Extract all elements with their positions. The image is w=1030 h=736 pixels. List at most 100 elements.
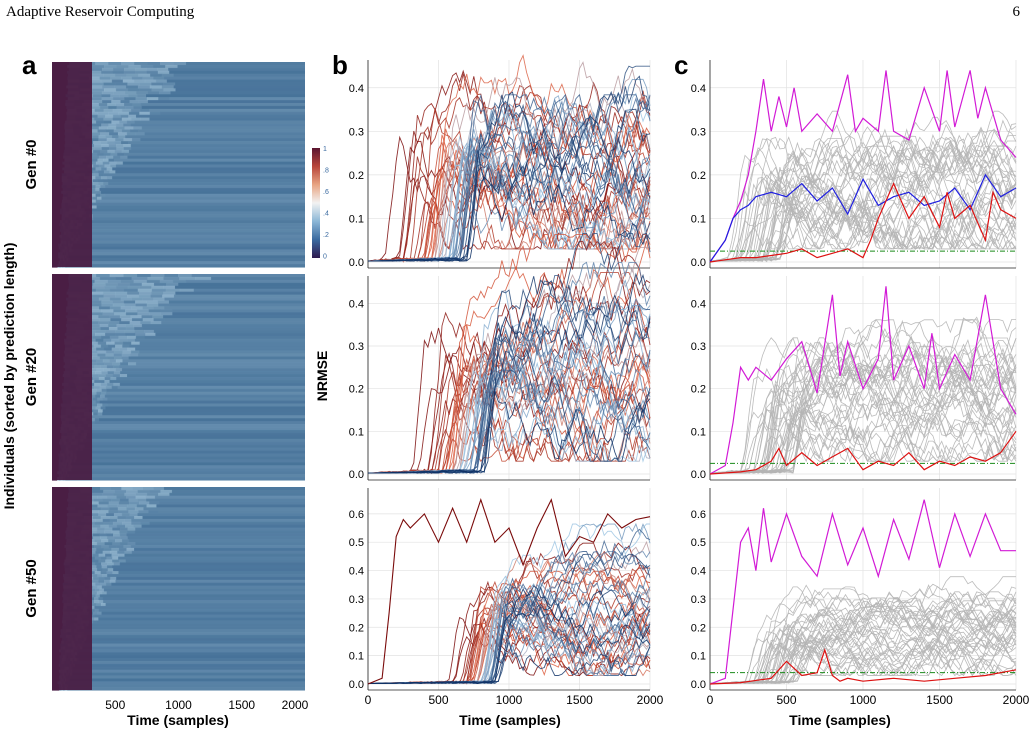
heatmap-cell [121,108,132,113]
heatmap-cell [116,377,306,381]
ensemble-lines [367,497,651,685]
heatmap-cell [92,100,103,104]
generation-label: Gen #50 [23,559,40,617]
heatmap-cell [101,94,111,98]
heatmap-cell [125,332,136,337]
heatmap-cell [99,533,107,537]
series-line [709,149,1017,262]
heatmap-cell [92,149,101,154]
heatmap-cell [89,597,95,601]
heatmap-cell [76,456,305,460]
heatmap-cell [103,547,112,552]
heatmap-cell [177,274,193,278]
heatmap-cell [102,597,305,601]
heatmap-cell [106,591,305,595]
y-tick-label: 0.5 [691,537,706,549]
heatmap-cell [127,338,136,343]
heatmap-cell [141,315,153,319]
heatmap-cell [108,144,117,148]
heatmap-cell [71,468,305,472]
heatmap-cell [97,129,106,133]
heatmap-cell [105,329,116,334]
heatmap-cell [139,82,152,87]
y-tick-label: 0.3 [349,341,364,353]
series-line [710,331,1017,474]
heatmap-cell [107,179,305,183]
heatmap-cell [152,315,164,319]
heatmap-cell [113,91,126,95]
heatmap-cell [112,362,121,366]
heatmap-cell [104,579,111,584]
heatmap-cell [100,516,110,520]
x-tick-label: 500 [105,698,125,712]
heatmap-cell [86,435,305,440]
heatmap-cell [108,324,117,328]
heatmap-cell [99,400,305,405]
heatmap-cell [108,146,117,151]
heatmap-cell [106,536,115,540]
heatmap-cell [104,394,305,399]
heatmap-cell [150,321,162,325]
heatmap-cell [100,582,107,587]
heatmap-cell [87,111,99,116]
heatmap-cell [92,516,102,520]
heatmap-cell [124,103,133,107]
heatmap-cell [139,111,151,116]
heatmap-cell [109,379,305,384]
heatmap-cell [112,97,125,101]
heatmap-cell [104,164,111,169]
series-line [709,135,1017,262]
heatmap-cell [103,88,117,92]
heatmap-cell [124,91,137,95]
heatmap-cell [162,294,175,299]
heatmap-cell [94,562,102,566]
heatmap-cell [140,103,305,107]
heatmap-cell [128,498,138,503]
heatmap-cell [135,132,145,136]
heatmap-cell [172,279,187,284]
heatmap-cell [94,108,105,113]
heatmap-cell [104,193,305,198]
heatmap-gen-1: Gen #20 [23,274,306,481]
series-line [709,624,1017,684]
heatmap-cell [95,167,102,171]
heatmap-cell [102,397,108,402]
y-tick-label: 0.3 [691,341,706,353]
panel-b-row-0: 0.0 0.1 0.2 0.3 0.4 [349,54,651,269]
heatmap-cell [160,489,173,494]
y-tick-label: 0.4 [691,83,706,95]
heatmap-cell [91,391,97,396]
heatmap-cell [119,382,306,387]
heatmap-cell [95,288,111,293]
heatmap-cell [130,144,305,148]
heatmap-cell [100,193,106,198]
heatmap-cell [107,562,114,566]
heatmap-cell [107,141,115,145]
heatmap-cell [131,276,148,281]
heatmap-cell [118,335,128,340]
heatmap-cell [107,103,117,107]
heatmap-cell [65,264,305,268]
heatmap-cell [92,326,101,331]
heatmap-cell [92,579,99,584]
heatmap-cell [103,82,116,87]
heatmap-cell [105,135,113,139]
heatmap-cell [137,274,152,278]
heatmap-cell [103,588,305,592]
heatmap-cell [91,603,97,607]
heatmap-cell [92,611,98,616]
heatmap-cell [134,530,305,534]
heatmap-cell [90,167,96,171]
heatmap-cell [134,120,305,125]
heatmap-cell [95,406,101,410]
heatmap-cell [91,388,98,393]
heatmap-cell [94,379,100,384]
series-line [368,165,651,262]
heatmap-cell [102,412,306,416]
series-line [710,355,1017,474]
heatmap-cell [185,279,305,284]
heatmap-cell [105,391,305,396]
heatmap-cell [131,76,143,81]
heatmap-cell [94,117,104,122]
heatmap-cell [95,371,102,375]
